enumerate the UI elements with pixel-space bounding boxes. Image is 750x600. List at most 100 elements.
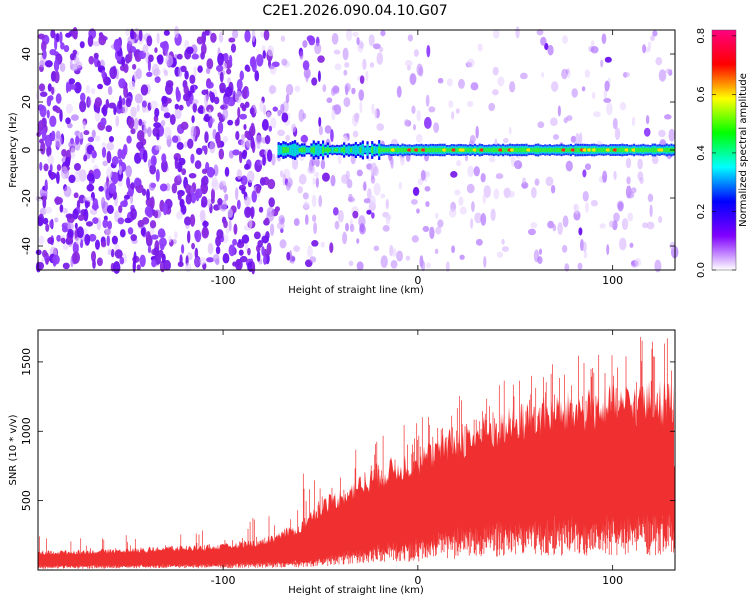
spectrogram-cell <box>222 52 229 62</box>
spectrogram-x-ticks: -100 0 100 <box>211 30 623 287</box>
spectrogram-cell <box>217 198 223 206</box>
spectrogram-cell <box>49 48 57 56</box>
signal-band-core <box>429 147 432 153</box>
spectrogram-cell <box>235 130 240 141</box>
spectrogram-cell <box>259 177 266 186</box>
signal-band-mid <box>319 145 322 155</box>
spectrogram-cell <box>466 183 475 194</box>
spectrogram-cell <box>380 193 386 199</box>
spectrogram-cell <box>658 216 663 224</box>
snr-y-label: SNR (10 * v/v) <box>8 414 19 485</box>
spectrogram-cell <box>130 28 135 40</box>
spectrogram-cell <box>60 42 65 50</box>
spectrogram-cell <box>123 85 129 98</box>
spectrogram-cell <box>416 110 421 122</box>
spectrogram-cell <box>141 188 147 196</box>
spectrogram-cell <box>256 53 264 67</box>
spectrogram-cell <box>289 255 296 264</box>
spectrogram-cell <box>47 83 52 92</box>
signal-band-core <box>445 148 449 152</box>
spectrogram-cell <box>359 100 363 113</box>
spectrogram-cell <box>210 196 215 204</box>
spectrogram-cell <box>105 125 112 133</box>
signal-band-core <box>544 148 547 152</box>
spectrogram-cell <box>196 36 204 45</box>
spectrogram-cell <box>645 114 650 125</box>
spectrogram-cell <box>82 120 86 130</box>
spectrogram-cell <box>396 85 402 98</box>
spectrogram-cell <box>165 48 169 57</box>
spectrogram-cell <box>75 236 82 245</box>
signal-band-mid <box>368 147 371 153</box>
spectrogram-cell <box>365 70 369 82</box>
signal-band-mid <box>347 145 350 155</box>
spectrogram-cell <box>86 183 95 192</box>
spectrogram-cell <box>490 208 496 222</box>
spectrogram-cell <box>241 187 246 195</box>
spectrogram-cell <box>426 171 431 178</box>
spectrogram-cell <box>285 93 290 104</box>
spectrogram-cell <box>35 249 42 256</box>
spectrogram-cell <box>331 109 336 121</box>
spectrogram-cell <box>627 191 635 199</box>
spectrogram-cell <box>190 84 195 94</box>
spectrogram-cell <box>652 30 658 37</box>
spectrogram-cell <box>239 70 245 81</box>
signal-band-core <box>637 148 640 152</box>
spectrogram-cell <box>326 97 333 104</box>
spectrogram-cell <box>297 186 303 194</box>
signal-band-core <box>565 148 568 152</box>
spectrogram-cell <box>239 113 248 120</box>
spectrogram-cell <box>385 198 389 210</box>
signal-band-mid <box>331 146 334 154</box>
spectrogram-cell <box>244 29 251 43</box>
spectrogram-cell <box>133 71 138 82</box>
spectrogram-cell <box>398 181 403 190</box>
spectrogram-cell <box>606 244 610 255</box>
signal-band-core <box>382 148 385 152</box>
spectrogram-cell <box>211 180 220 191</box>
spectrogram-cell <box>91 129 96 138</box>
y-tick-label: -40 <box>20 237 33 255</box>
spectrogram-cell <box>49 219 53 229</box>
spectrogram-cell <box>649 204 653 218</box>
signal-hotspot <box>451 148 457 152</box>
spectrogram-cell <box>356 36 360 46</box>
spectrogram-cell <box>405 255 411 261</box>
spectrogram-cell <box>150 155 157 167</box>
spectrogram-cell <box>374 108 378 120</box>
spectrogram-cell <box>204 93 209 107</box>
signal-band-mid <box>315 145 318 155</box>
signal-band-core <box>340 148 343 152</box>
spectrogram-cell <box>458 196 464 206</box>
signal-band-core <box>343 147 346 153</box>
spectrogram-cell <box>184 70 189 80</box>
spectrogram-cell <box>121 56 126 67</box>
spectrogram-cell <box>488 102 496 112</box>
spectrogram-cell <box>647 193 654 203</box>
spectrogram-cell <box>132 260 136 273</box>
signal-band-core <box>312 146 315 154</box>
spectrogram-cell <box>619 102 627 111</box>
spectrogram-cell <box>180 244 185 254</box>
spectrogram-cell <box>174 25 179 39</box>
spectrogram-cell <box>147 245 152 254</box>
spectrogram-cell <box>108 135 114 143</box>
spectrogram-cell <box>224 166 230 177</box>
signal-band-mid <box>289 144 292 156</box>
spectrogram-cell <box>70 146 76 159</box>
spectrogram-cell <box>159 243 165 251</box>
spectrogram-cell <box>130 208 137 220</box>
spectrogram-cell <box>36 131 41 137</box>
spectrogram-cell <box>363 198 371 204</box>
signal-band-core <box>487 148 491 152</box>
signal-hotspot <box>605 148 611 152</box>
spectrogram-cell <box>343 135 348 143</box>
spectrogram-cell <box>38 83 46 92</box>
spectrogram-cell <box>376 52 384 65</box>
spectrogram-cell <box>496 251 504 258</box>
spectrogram-cell <box>102 219 109 229</box>
signal-band-core <box>434 147 437 153</box>
spectrogram-cell <box>267 45 275 57</box>
signal-band-core <box>490 148 493 152</box>
